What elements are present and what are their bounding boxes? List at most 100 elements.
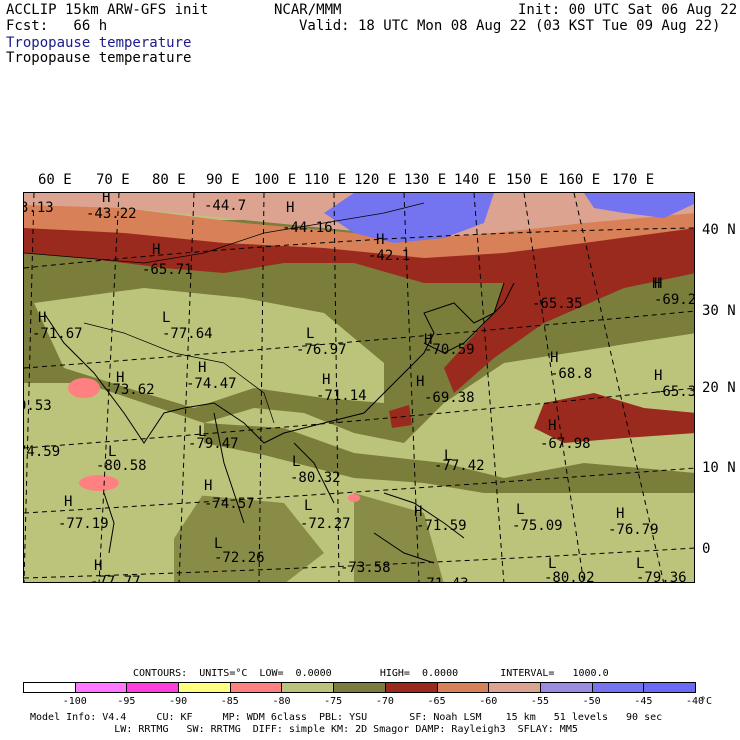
shade-salmon-patch-south: [79, 475, 119, 491]
extremum-marker: L: [548, 556, 557, 572]
extremum-marker: H: [198, 360, 207, 376]
extremum-value: -71.43: [418, 577, 469, 583]
colorbar-swatch: [74, 682, 128, 693]
shade-blob-darkred: [389, 405, 412, 428]
extremum-value: -74.47: [186, 376, 237, 392]
extremum-value: -65.3: [654, 384, 695, 400]
extremum-marker: H: [204, 478, 213, 494]
longitude-label: 70 E: [96, 172, 130, 188]
shade-band-olive-sw: [174, 493, 324, 582]
extremum-marker: H: [416, 374, 425, 390]
map-canvas: [24, 193, 694, 582]
shade-salmon-patch-sea: [348, 494, 360, 502]
model-info-line2: LW: RRTMG SW: RRTMG DIFF: simple KM: 2D …: [30, 724, 578, 735]
extremum-value: -42.1: [368, 248, 411, 264]
extremum-marker: L: [292, 454, 301, 470]
colorbar-swatch: [488, 682, 541, 693]
extremum-marker: H: [322, 372, 331, 388]
extremum-value: -71.67: [32, 326, 83, 342]
shade-core-tan-sw: [24, 403, 204, 582]
shade-core-blue-east: [584, 193, 694, 218]
shade-band-olive-south: [204, 423, 694, 493]
extremum-marker: H: [64, 494, 73, 510]
extremum-marker: L: [304, 498, 313, 514]
extremum-marker: L: [444, 448, 453, 464]
colorbar-swatch: [333, 682, 386, 693]
extremum-value: -80.02: [544, 570, 595, 583]
extremum-value: -77.64: [162, 326, 213, 342]
extremum-marker: H: [424, 332, 433, 348]
extremum-value: -69.38: [424, 390, 475, 406]
coastlines: [43, 282, 515, 564]
extremum-value: 3.13: [23, 200, 54, 216]
longitude-label: 160 E: [558, 172, 601, 188]
colorbar-label: -50: [582, 696, 601, 707]
extremum-marker: L: [306, 326, 315, 342]
longitude-label: 90 E: [206, 172, 240, 188]
extremum-marker: H: [616, 506, 625, 522]
extremum-marker: H: [94, 558, 103, 574]
latitude-label: 40 N: [702, 222, 736, 238]
colorbar-label: -60: [479, 696, 498, 707]
contour-info: CONTOURS: UNITS=°C LOW= 0.0000 HIGH= 0.0…: [133, 668, 609, 679]
colorbar-label: -70: [375, 696, 394, 707]
colorbar-swatch: [229, 682, 283, 693]
extremum-marker: L: [162, 310, 171, 326]
longitude-label: 60 E: [38, 172, 72, 188]
extremum-value: -77.19: [58, 516, 109, 532]
latitude-label: 20 N: [702, 380, 736, 396]
shade-salmon-patch-india: [68, 378, 100, 398]
valid-time: Valid: 18 UTC Mon 08 Aug 22 (03 KST Tue …: [299, 18, 721, 34]
shaded-field-title: Tropopause temperature: [6, 35, 192, 51]
colorbar-label: -80: [272, 696, 291, 707]
longitude-label: 80 E: [152, 172, 186, 188]
extremum-marker: H: [152, 242, 161, 258]
forecast-hour: Fcst: 66 h: [6, 18, 108, 34]
extremum-marker: H: [652, 276, 661, 292]
extremum-value: -44.7: [204, 198, 247, 214]
extremum-value: -65.35: [532, 296, 583, 312]
extremum-value: -68.8: [550, 366, 593, 382]
extremum-marker: H: [116, 370, 125, 386]
extremum-marker: H: [548, 418, 557, 434]
extremum-value: -80.58: [96, 458, 147, 474]
colorbar-swatch: [384, 682, 438, 693]
extremum-value: -72.26: [214, 550, 265, 566]
extremum-marker: H: [102, 192, 111, 206]
colorbar-label: -90: [169, 696, 188, 707]
extremum-value: -76.97: [296, 342, 347, 358]
extremum-value: -69.2: [654, 292, 695, 308]
extremum-value: 0.53: [24, 398, 52, 414]
colorbar-swatch: [539, 682, 593, 693]
extremum-marker: L: [198, 424, 207, 440]
extremum-marker: H: [654, 276, 663, 292]
shade-band-olive-se: [354, 493, 444, 582]
extremum-value: -80.32: [290, 470, 341, 486]
longitude-label: 110 E: [304, 172, 347, 188]
country-borders: [24, 202, 425, 424]
colorbar-label: -100: [62, 696, 87, 707]
extremum-value: -79.47: [188, 436, 239, 452]
extremum-marker: H: [376, 232, 385, 248]
longitude-label: 120 E: [354, 172, 397, 188]
shade-band-darkred-east: [534, 393, 694, 443]
graticule: [24, 193, 694, 582]
longitude-label: 170 E: [612, 172, 655, 188]
extremum-marker: L: [636, 556, 645, 572]
shade-band-darkred: [24, 208, 694, 393]
extremum-value: -73.58: [340, 560, 391, 576]
colorbar-label: -45: [634, 696, 653, 707]
extremum-value: -71.59: [416, 518, 467, 534]
longitude-label: 100 E: [254, 172, 297, 188]
init-time: Init: 00 UTC Sat 06 Aug 22: [518, 2, 738, 18]
extremum-value: -77.42: [434, 458, 485, 474]
shade-band-orange: [24, 198, 694, 258]
extremum-value: -72.27: [300, 516, 351, 532]
extremum-marker: H: [38, 310, 47, 326]
map-panel: H -43.22 -44.7 H -44.16 H -42.1 H -65.71 H -65.35 H…: [23, 192, 695, 583]
longitude-label: 150 E: [506, 172, 549, 188]
extremum-value: -71.14: [316, 388, 367, 404]
extremum-value: -43.22: [86, 206, 137, 222]
shade-core-tan: [34, 288, 384, 408]
extremum-value: -76.79: [608, 522, 659, 538]
